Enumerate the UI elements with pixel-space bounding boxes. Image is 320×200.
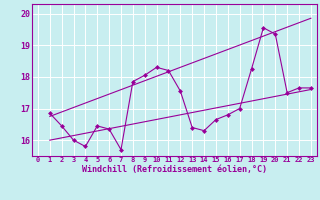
X-axis label: Windchill (Refroidissement éolien,°C): Windchill (Refroidissement éolien,°C) <box>82 165 267 174</box>
